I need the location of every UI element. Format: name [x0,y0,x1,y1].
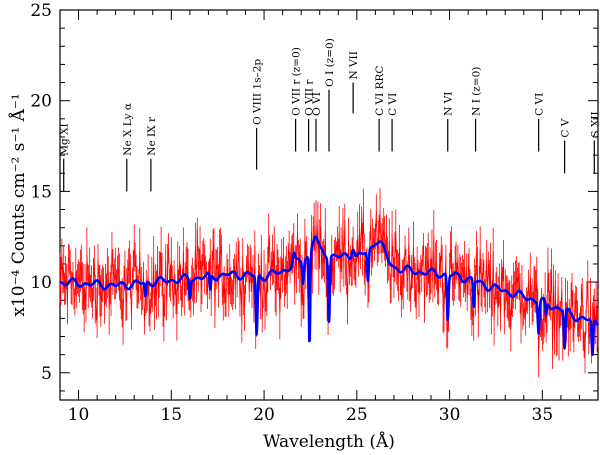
x-tick-label: 20 [253,405,275,425]
line-label: O I (z=0) [324,38,336,87]
line-label: O VIII 1s–2p [252,59,264,125]
line-identifications: Mg XI Ne X Ly α Ne IX r O VIII 1s–2p O VII r… [59,38,600,192]
y-tick-label: 5 [41,364,52,384]
x-tick-label: 35 [532,405,554,425]
line-label: C V [560,118,572,137]
y-tick-label: 15 [30,182,52,202]
line-label: S XII [589,111,600,137]
axis-ticks: 10 15 20 25 30 35 5 10 15 20 25 [30,1,599,425]
line-label: C VI RRC [374,66,386,116]
line-label: Ne X Ly α [122,103,134,156]
plot-frame [59,9,599,401]
line-label: Ne IX r [146,116,158,156]
line-label: Mg XI [59,123,71,155]
line-label: O VII r (z=0) [291,47,303,116]
line-label: C VI [387,93,399,116]
x-tick-label: 10 [68,405,90,425]
line-label: N I (z=0) [471,67,483,116]
y-tick-label: 25 [30,1,52,21]
x-tick-label: 15 [160,405,182,425]
model-series [59,235,600,356]
x-tick-label: 30 [439,405,461,425]
line-label: O VI [311,92,323,116]
x-axis-title: Wavelength (Å) [263,431,395,452]
line-label: O VII r [304,79,316,116]
line-label: C VI [534,93,546,116]
line-label: N VII [348,51,360,79]
x-tick-label: 25 [346,405,368,425]
line-label: N VI [443,92,455,116]
y-tick-label: 10 [30,273,52,293]
model-line [59,235,600,356]
y-tick-label: 20 [30,92,52,112]
y-axis-title: x10⁻⁴ Counts cm⁻² s⁻¹ Å⁻¹ [8,93,29,316]
